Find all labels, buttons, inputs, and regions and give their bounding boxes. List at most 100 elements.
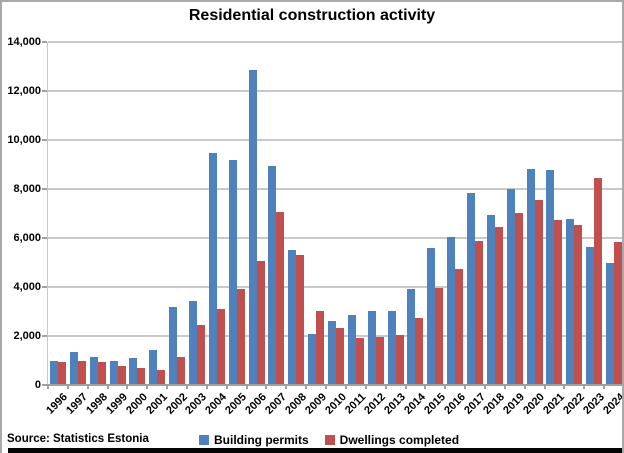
y-axis-tick	[42, 90, 47, 92]
bar-dwellings-completed-2011	[355, 338, 364, 385]
y-axis-label: 10,000	[7, 134, 41, 146]
bar-building-permits-2018	[486, 214, 495, 385]
x-axis-tick	[265, 385, 268, 389]
x-axis-label-text: 2013	[382, 391, 409, 417]
bar-dwellings-completed-2015	[435, 287, 444, 385]
bar-group-1996	[48, 42, 68, 385]
bar-group-1999	[108, 42, 128, 385]
y-axis-tick	[42, 41, 47, 43]
gridline-10000	[48, 139, 622, 141]
x-axis-tick	[583, 385, 586, 389]
bar-building-permits-2001	[149, 349, 158, 385]
bar-building-permits-2004	[208, 153, 217, 385]
x-axis-label-text: 2006	[243, 391, 270, 417]
bar-group-2013	[386, 42, 406, 385]
bar-dwellings-completed-1996	[57, 362, 66, 385]
x-axis-tick	[384, 385, 387, 389]
bar-building-permits-2024	[605, 262, 614, 385]
x-axis-label-text: 2022	[561, 391, 587, 417]
x-axis-tick	[523, 385, 526, 389]
bar-dwellings-completed-2016	[455, 269, 464, 385]
x-axis-label-text: 2011	[342, 391, 369, 417]
x-axis-tick	[424, 385, 427, 389]
bar-dwellings-completed-2006	[256, 261, 265, 385]
x-axis-label-text: 2015	[421, 391, 448, 417]
bar-building-permits-2020	[526, 169, 535, 385]
bar-dwellings-completed-2010	[335, 328, 344, 385]
gridline-4000	[48, 286, 622, 288]
legend-swatch-icon	[324, 435, 335, 445]
bar-group-2015	[425, 42, 445, 385]
x-axis-line	[43, 384, 622, 386]
legend-label: Building permits	[214, 433, 309, 447]
legend: Building permits Dwellings completed	[199, 433, 459, 447]
x-axis-tick	[325, 385, 328, 389]
x-axis-label-text: 2000	[124, 391, 150, 417]
y-axis-tick	[42, 237, 47, 239]
x-axis-tick	[106, 385, 109, 389]
bar-building-permits-2021	[546, 170, 555, 385]
x-axis-tick	[543, 385, 546, 389]
x-axis-label-text: 2021	[541, 391, 567, 417]
bar-building-permits-2002	[169, 307, 178, 385]
y-axis-label: 0	[34, 379, 41, 391]
bar-building-permits-2022	[566, 218, 575, 385]
bar-dwellings-completed-2017	[474, 241, 483, 385]
x-axis-label-text: 2001	[143, 391, 170, 417]
x-axis-tick	[285, 385, 288, 389]
y-axis-label: 12,000	[7, 85, 41, 97]
bar-building-permits-1996	[49, 360, 58, 385]
x-axis-label-text: 2020	[521, 391, 548, 417]
bar-group-2014	[405, 42, 425, 385]
y-axis-tick	[42, 139, 47, 141]
y-axis-label: 14,000	[7, 36, 41, 48]
x-axis-label-text: 2005	[223, 391, 250, 417]
bar-building-permits-2012	[367, 310, 376, 385]
bar-group-2019	[505, 42, 525, 385]
bar-group-2008	[286, 42, 306, 385]
x-axis-tick	[47, 385, 49, 389]
x-axis-label-text: 2018	[481, 391, 508, 417]
bar-dwellings-completed-1998	[97, 362, 106, 385]
x-axis-tick	[404, 385, 407, 389]
bar-building-permits-2015	[427, 247, 436, 385]
bar-group-2018	[485, 42, 505, 385]
bar-dwellings-completed-2004	[216, 308, 225, 385]
x-axis-tick	[166, 385, 169, 389]
bar-dwellings-completed-2013	[395, 334, 404, 385]
bar-building-permits-2005	[228, 160, 237, 385]
bar-group-2005	[227, 42, 247, 385]
x-axis-label-text: 2014	[402, 391, 428, 417]
bar-building-permits-2008	[288, 250, 297, 385]
legend-item-building-permits: Building permits	[199, 433, 309, 447]
bar-dwellings-completed-2022	[574, 225, 583, 385]
chart-title: Residential construction activity	[188, 7, 436, 24]
x-axis-label-text: 2007	[263, 391, 289, 417]
bar-dwellings-completed-2000	[137, 368, 146, 385]
y-axis-tick	[42, 188, 47, 190]
bar-dwellings-completed-2007	[276, 212, 285, 385]
x-axis-tick	[205, 385, 208, 389]
bar-group-2010	[326, 42, 346, 385]
bar-group-2012	[366, 42, 386, 385]
x-axis-label-text: 2024	[600, 391, 624, 417]
bar-group-2023	[584, 42, 604, 385]
y-axis-label: 2,000	[13, 330, 41, 342]
bar-building-permits-2013	[387, 310, 396, 385]
plot-area	[43, 41, 622, 389]
bar-dwellings-completed-2001	[157, 370, 166, 385]
bar-dwellings-completed-2019	[514, 212, 523, 385]
bar-dwellings-completed-2005	[236, 289, 245, 385]
bar-building-permits-2009	[308, 334, 317, 385]
bar-dwellings-completed-1999	[117, 366, 126, 385]
bar-group-2000	[127, 42, 147, 385]
bar-building-permits-2017	[466, 192, 475, 385]
bar-building-permits-2000	[129, 358, 138, 385]
bar-building-permits-2003	[188, 300, 197, 385]
bar-group-2020	[525, 42, 545, 385]
bar-dwellings-completed-2009	[316, 311, 325, 385]
x-axis-tick	[225, 385, 228, 389]
x-axis-label-text: 2019	[501, 391, 528, 417]
x-axis-tick	[603, 385, 606, 389]
bar-group-2016	[445, 42, 465, 385]
